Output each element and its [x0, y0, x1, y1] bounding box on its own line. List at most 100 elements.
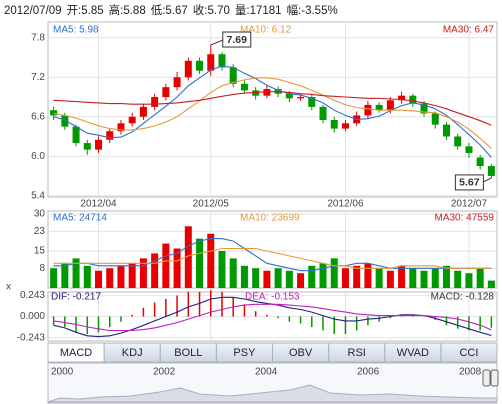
candle-body [487, 166, 495, 176]
candle-body [50, 110, 58, 116]
x-tick-label: 2012/07 [451, 199, 488, 210]
y-tick-label: 15 [34, 246, 46, 257]
tab-label: WVAD [397, 347, 429, 359]
callout-line [483, 177, 492, 183]
legend-entry: MA10: 23699 [240, 213, 300, 224]
volume-bar [364, 263, 372, 288]
candle-body [162, 87, 170, 97]
legend-entry: MA5: 24714 [53, 213, 107, 224]
ma-line [53, 247, 492, 269]
volume-bar [476, 268, 484, 288]
y-tick-label: 30 [34, 209, 46, 220]
candle-body [207, 54, 215, 71]
timeline-year: 2004 [255, 367, 278, 378]
y-tick-label: 7.2 [31, 72, 45, 83]
candle-body [72, 126, 80, 144]
candle-body [252, 90, 260, 96]
candle-body [263, 89, 271, 96]
high-label: 7.69 [227, 34, 248, 46]
timeline-year: 2008 [459, 367, 482, 378]
ma-line [53, 65, 492, 158]
candle-body [398, 95, 406, 101]
volume-bar [353, 265, 361, 288]
volume-bar [196, 238, 204, 288]
header-field: 2012/07/09 [4, 5, 62, 17]
candle-body [420, 103, 428, 114]
ma-line [53, 77, 492, 149]
volume-bar [487, 280, 495, 288]
volume-bar [319, 263, 327, 288]
timeline-overview [47, 384, 498, 403]
volume-bar [151, 253, 159, 288]
candle-body [61, 115, 69, 127]
y-tick-label: -0.243 [17, 332, 46, 343]
y-tick-label: 23 [34, 226, 46, 237]
header-field: 高:5.88 [109, 3, 146, 17]
volume-bar [139, 258, 147, 288]
volume-bar [83, 265, 91, 288]
candle-body [409, 95, 417, 104]
legend-entry: MACD: -0.128 [431, 292, 495, 303]
volume-bar [95, 270, 103, 288]
tab-label: PSY [233, 347, 256, 359]
callout-box [454, 174, 484, 191]
timeline-year: 2002 [153, 367, 176, 378]
volume-bar [420, 270, 428, 288]
volume-bar [218, 250, 226, 288]
legend-entry: MA5: 5.98 [53, 25, 99, 36]
candle-body [319, 106, 327, 121]
y-tick-label: 0.243 [20, 290, 45, 301]
price-panel [47, 21, 498, 198]
volume-bar [128, 263, 136, 288]
candle-body [375, 104, 383, 111]
candle-body [454, 136, 462, 147]
tab[interactable] [440, 342, 498, 363]
volume-bar [431, 268, 439, 288]
candle-body [229, 67, 237, 84]
y-tick-label: 5.4 [31, 190, 45, 201]
range-handle[interactable] [490, 369, 499, 387]
volume-bar [297, 273, 305, 288]
x-tick-label: 2012/04 [80, 199, 117, 210]
y-tick-label: 0.000 [20, 311, 45, 322]
candle-body [95, 139, 103, 150]
candle-body [330, 120, 338, 129]
volume-bar [61, 263, 69, 288]
volume-bar [274, 268, 282, 288]
x-tick-label: 2012/05 [193, 199, 230, 210]
volume-bar [207, 233, 215, 288]
callout-box [222, 31, 252, 48]
candle-body [364, 104, 372, 116]
ma-line [53, 91, 492, 126]
volume-bar [117, 265, 125, 288]
volume-bar [442, 265, 450, 288]
volume-bar [240, 265, 248, 288]
tab-label: RSI [348, 347, 366, 359]
volume-bar [173, 248, 181, 288]
volume-bar [162, 243, 170, 288]
volume-unit: x [6, 282, 11, 293]
timeline-year: 2006 [357, 367, 380, 378]
volume-bar [252, 268, 260, 288]
candle-body [240, 83, 248, 91]
callout-line [210, 39, 223, 46]
y-tick-label: 6.6 [31, 111, 45, 122]
candle-body [184, 60, 192, 78]
legend-entry: MA10: 6.12 [240, 25, 292, 36]
timeline-year: 2000 [51, 367, 74, 378]
header-field: 收:5.70 [193, 3, 230, 17]
volume-bar [375, 268, 383, 288]
candle-body [139, 106, 147, 117]
candle-body [106, 131, 114, 140]
volume-bar [454, 270, 462, 288]
tab-label: MACD [60, 347, 92, 359]
volume-bar [106, 268, 114, 288]
tab-label: KDJ [122, 347, 143, 359]
candle-body [117, 123, 125, 132]
candle-body [151, 97, 159, 107]
x-tick-label: 2012/06 [327, 199, 364, 210]
candle-body [83, 143, 91, 150]
tab-label: CCI [459, 347, 478, 359]
range-handle[interactable] [482, 369, 491, 387]
volume-bar [398, 265, 406, 288]
